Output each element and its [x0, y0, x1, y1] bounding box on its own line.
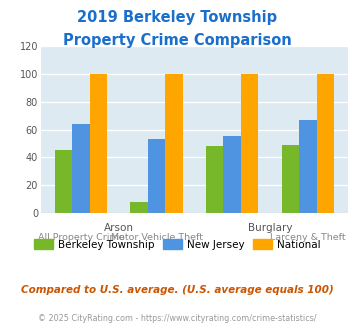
- Text: Motor Vehicle Theft: Motor Vehicle Theft: [110, 233, 203, 242]
- Bar: [241, 74, 258, 213]
- Text: Larceny & Theft: Larceny & Theft: [270, 233, 346, 242]
- Text: Property Crime Comparison: Property Crime Comparison: [63, 33, 292, 48]
- Text: 2019 Berkeley Township: 2019 Berkeley Township: [77, 10, 278, 25]
- Bar: [148, 139, 165, 213]
- Text: Compared to U.S. average. (U.S. average equals 100): Compared to U.S. average. (U.S. average …: [21, 285, 334, 295]
- Bar: [55, 150, 72, 213]
- Text: All Property Crime: All Property Crime: [38, 233, 124, 242]
- Text: © 2025 CityRating.com - https://www.cityrating.com/crime-statistics/: © 2025 CityRating.com - https://www.city…: [38, 314, 317, 323]
- Bar: [206, 146, 224, 213]
- Bar: [317, 74, 334, 213]
- Bar: [165, 74, 182, 213]
- Bar: [72, 124, 89, 213]
- Bar: [130, 202, 148, 213]
- Text: Burglary: Burglary: [248, 223, 292, 233]
- Bar: [299, 120, 317, 213]
- Bar: [224, 137, 241, 213]
- Text: Arson: Arson: [104, 223, 134, 233]
- Bar: [89, 74, 107, 213]
- Legend: Berkeley Township, New Jersey, National: Berkeley Township, New Jersey, National: [30, 235, 325, 254]
- Bar: [282, 145, 299, 213]
